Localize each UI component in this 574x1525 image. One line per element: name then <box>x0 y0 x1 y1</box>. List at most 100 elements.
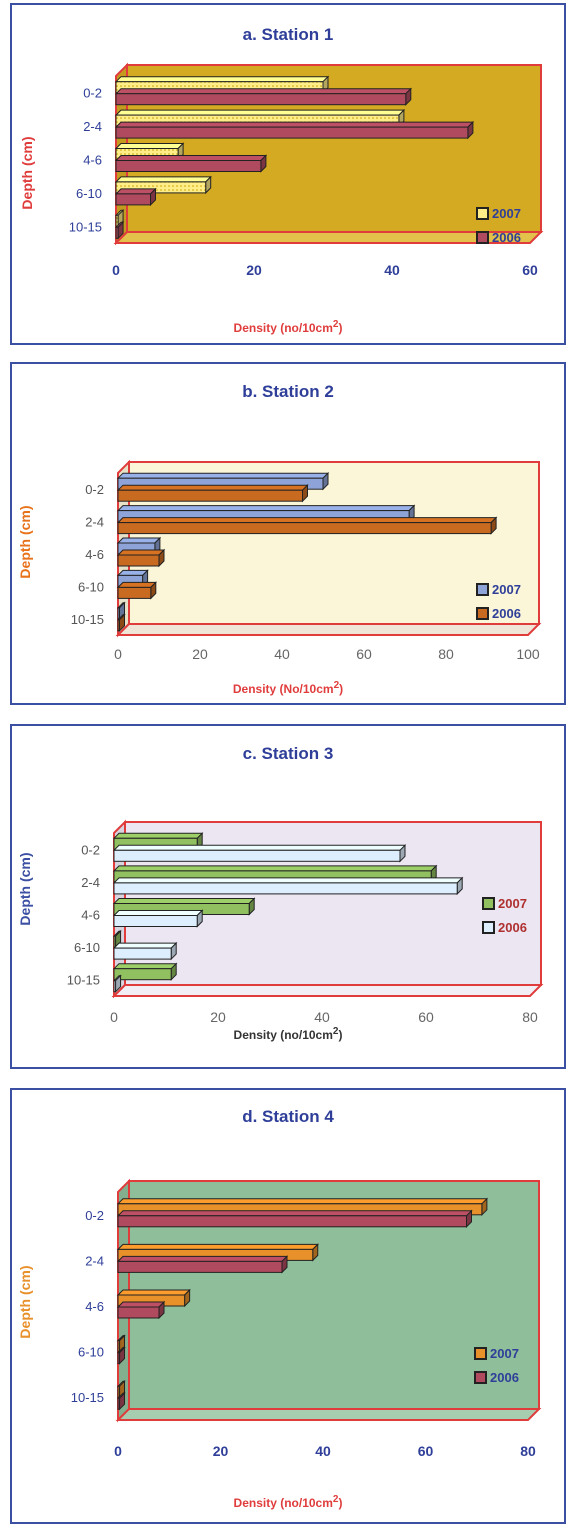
bar-front-face <box>115 193 151 206</box>
bar-6-10-2006 <box>116 1346 126 1365</box>
bar-10-15-2007 <box>116 1379 126 1399</box>
x-tick-label: 20 <box>192 646 208 662</box>
legend-label: 2007 <box>492 206 521 221</box>
legend-swatch-2007 <box>476 583 489 597</box>
x-axis-label-close: ) <box>338 321 343 335</box>
bar-top-face <box>114 88 413 95</box>
x-tick-label: 40 <box>384 262 400 278</box>
bar-top-face <box>116 1198 489 1205</box>
bar-top-face <box>116 1210 473 1217</box>
bar-top-face <box>116 537 162 544</box>
legend-swatch-2007 <box>474 1347 487 1361</box>
bar-front-face <box>117 522 492 535</box>
legend-swatch-2007 <box>476 207 489 221</box>
bar-top-face <box>112 963 178 970</box>
legend-swatch-2006 <box>476 231 489 245</box>
category-label: 10-15 <box>69 219 102 234</box>
bar-top-face <box>112 898 256 904</box>
bar-front-face <box>113 882 458 895</box>
legend-swatch-2006 <box>482 921 495 935</box>
category-label: 6-10 <box>76 186 102 201</box>
bar-4-6-2006 <box>116 548 166 568</box>
bar-front-face <box>115 226 119 239</box>
chart-floor <box>113 231 544 244</box>
bar-top-face <box>112 844 407 851</box>
bar-top-face <box>116 505 416 512</box>
bar-10-15-2006 <box>116 1391 126 1411</box>
bar-top-face <box>116 1243 319 1250</box>
bar-front-face <box>117 619 120 632</box>
chart-legend: 2007 2006 <box>476 202 521 250</box>
x-axis-label-close: ) <box>338 1028 343 1042</box>
x-axis-label: Density (No/10cm2) <box>12 680 564 696</box>
chart-plot: 0-2 2-4 4-6 6-10 10-15 0 20 40 60 <box>69 62 544 278</box>
bar-front-face <box>113 968 172 981</box>
category-label: 4-6 <box>83 153 102 168</box>
bar-0-2-2006 <box>114 87 413 106</box>
bar-2-4-2006 <box>116 516 498 535</box>
bar-top-face <box>112 865 438 872</box>
bar-top-face <box>114 176 212 183</box>
bar-2-4-2006 <box>114 120 475 140</box>
bar-front-face <box>117 1260 283 1273</box>
bar-front-face <box>115 181 207 194</box>
category-label: 0-2 <box>81 842 100 857</box>
x-axis-label-close: ) <box>339 682 344 696</box>
bar-front-face <box>117 1340 121 1353</box>
chart-floor <box>115 623 542 636</box>
chart-title: d. Station 4 <box>242 1107 334 1126</box>
legend-swatch-2007 <box>482 897 495 911</box>
bar-top-face <box>114 76 330 83</box>
bar-top-face <box>116 1289 191 1296</box>
x-axis-label: Density (no/10cm2) <box>12 1494 564 1510</box>
bar-4-6-2007 <box>114 142 185 161</box>
bar-6-10-2006 <box>116 581 158 600</box>
legend-label: 2007 <box>492 582 521 597</box>
bar-10-15-2006 <box>116 613 126 633</box>
bar-top-face <box>112 942 178 949</box>
bar-front-face <box>117 607 120 620</box>
category-label: 2-4 <box>81 875 100 890</box>
x-tick-label: 60 <box>522 262 538 278</box>
bar-front-face <box>115 126 469 139</box>
chart-title: a. Station 1 <box>242 25 334 44</box>
bar-4-6-2006 <box>116 1300 166 1320</box>
bar-front-face <box>117 1215 467 1228</box>
legend-swatch-2006 <box>474 1371 487 1385</box>
x-axis-label-sup: 2 <box>333 680 340 691</box>
chart-legend: 2007 2006 <box>474 1342 519 1390</box>
bar-4-6-2007 <box>112 897 256 916</box>
legend-label: 2006 <box>492 230 521 245</box>
bar-0-2-2006 <box>112 844 407 863</box>
x-tick-label: 20 <box>213 1443 229 1459</box>
x-tick-label: 80 <box>520 1443 536 1459</box>
bar-0-2-2006 <box>116 1209 473 1229</box>
bar-front-face <box>115 160 262 172</box>
x-tick-label: 40 <box>274 646 290 662</box>
category-label: 2-4 <box>85 1253 104 1268</box>
category-label: 4-6 <box>85 547 104 562</box>
bar-top-face <box>116 484 309 491</box>
category-label: 0-2 <box>83 86 102 101</box>
bar-10-15-2006 <box>114 221 125 240</box>
legend-label: 2007 <box>498 896 527 911</box>
bar-top-face <box>116 1255 289 1262</box>
x-tick-label: 60 <box>418 1009 434 1025</box>
bar-2-4-2007 <box>116 1243 319 1262</box>
chart-plot: 0-2 2-4 4-6 6-10 10-15 0 20 40 60 80 <box>71 1178 542 1459</box>
chart-floor <box>111 984 544 997</box>
legend-swatch-2006 <box>476 607 489 621</box>
category-label: 6-10 <box>78 1345 104 1360</box>
legend-item-2007: 2007 <box>474 1342 519 1366</box>
legend-label: 2006 <box>492 606 521 621</box>
bar-front-face <box>117 554 160 567</box>
legend-item-2007: 2007 <box>476 578 521 602</box>
bar-6-10-2006 <box>114 187 157 207</box>
chart-panel-station-4: d. Station 4 0-2 2-4 4-6 6-10 10-15 0 20 40 60 80… <box>10 1088 566 1524</box>
chart-panel-station-1: a. Station 1 0-2 2-4 4-6 6-10 10-15 0 20 40 60 D… <box>10 3 566 345</box>
bar-front-face <box>115 214 119 227</box>
category-label: 2-4 <box>85 515 104 530</box>
bar-2-4-2006 <box>112 876 464 896</box>
category-label: 10-15 <box>71 1390 104 1405</box>
category-label: 10-15 <box>67 973 100 988</box>
